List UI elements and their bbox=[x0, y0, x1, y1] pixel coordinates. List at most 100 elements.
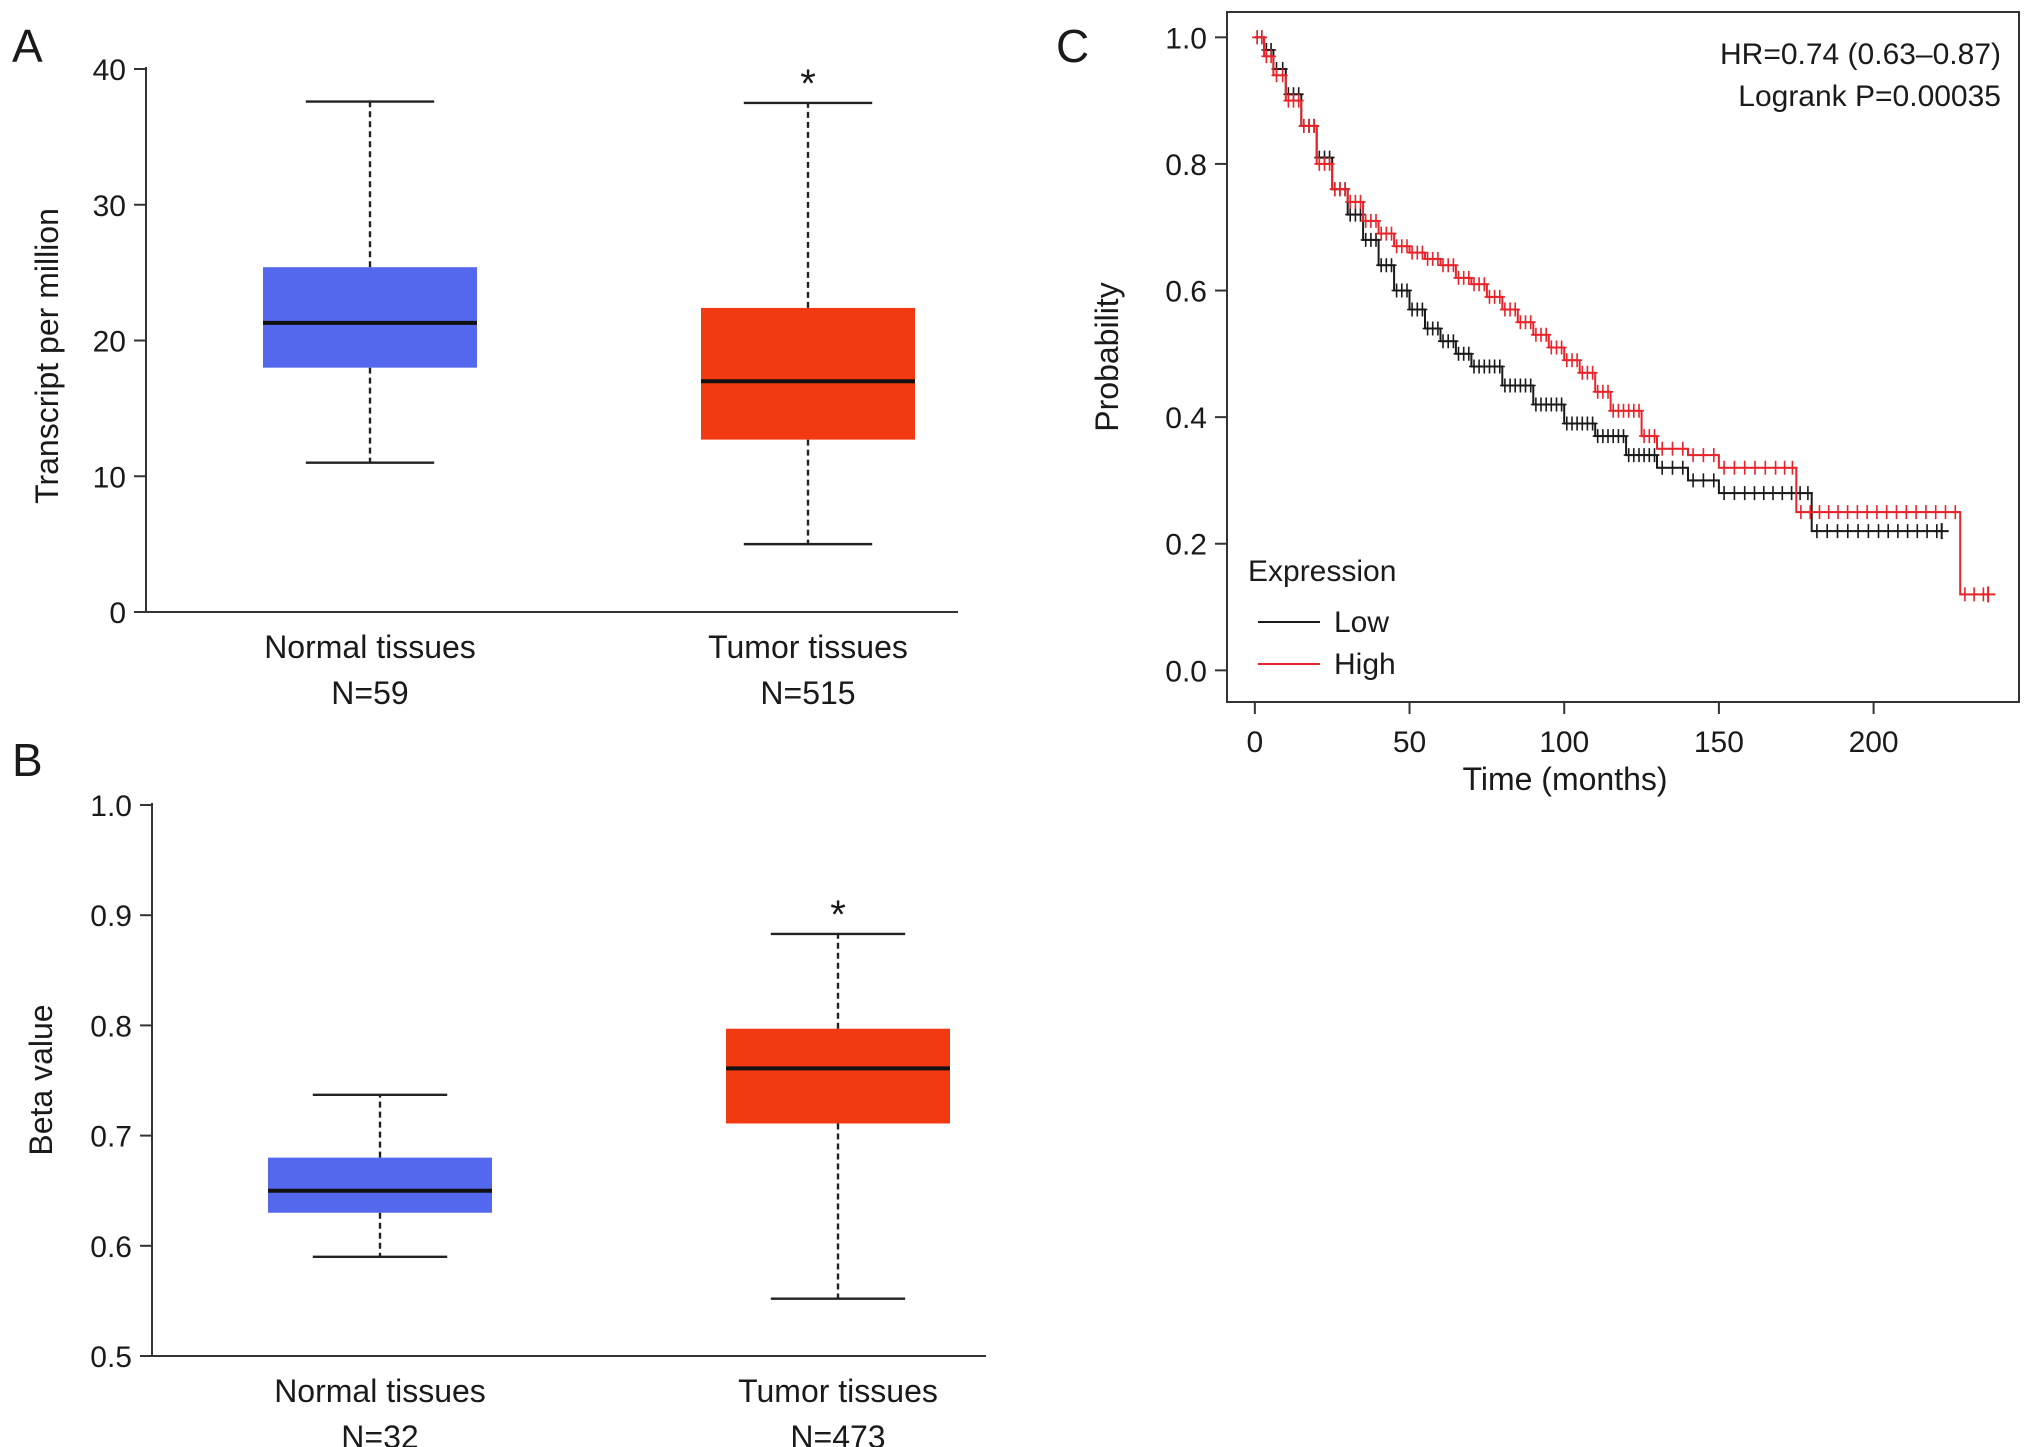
censor-mark bbox=[1309, 118, 1320, 133]
censor-mark bbox=[1510, 302, 1521, 317]
censor-mark bbox=[1912, 524, 1923, 539]
panel-a-y-tick-label: 10 bbox=[93, 461, 126, 494]
censor-mark bbox=[1667, 441, 1678, 456]
panel-a-y-axis-title: Transcript per million bbox=[29, 208, 65, 504]
censor-mark bbox=[1852, 505, 1863, 520]
censor-mark bbox=[1556, 397, 1567, 412]
panel-c-y-tick-label: 0.4 bbox=[1165, 402, 1207, 435]
censor-mark bbox=[1448, 258, 1459, 273]
censor-mark bbox=[1871, 505, 1882, 520]
censor-mark bbox=[1802, 486, 1813, 501]
censor-mark bbox=[1448, 334, 1459, 349]
panel-c-y-tick-label: 1.0 bbox=[1165, 22, 1207, 55]
panel-c-plot-frame bbox=[1226, 11, 2020, 703]
sample-size-label: N=59 bbox=[331, 675, 408, 711]
panel-c-x-tick-label: 100 bbox=[1539, 726, 1589, 759]
censor-mark bbox=[1823, 505, 1834, 520]
legend-title: Expression bbox=[1248, 555, 1396, 588]
censor-mark bbox=[1795, 505, 1806, 520]
box-iqr bbox=[701, 307, 915, 440]
censor-mark bbox=[1969, 587, 1980, 602]
panel-b-y-axis-title: Beta value bbox=[23, 1004, 59, 1155]
censor-mark bbox=[1777, 486, 1788, 501]
category-label: Tumor tissues bbox=[708, 629, 908, 665]
panel-c-y-axis-title: Probability bbox=[1089, 282, 1125, 431]
panel-c-x-tick-label: 200 bbox=[1849, 726, 1899, 759]
censor-mark bbox=[1417, 245, 1428, 260]
panel-letter-c: C bbox=[1056, 20, 1089, 72]
censor-mark bbox=[1863, 524, 1874, 539]
censor-mark bbox=[1417, 302, 1428, 317]
censor-mark bbox=[1677, 460, 1688, 475]
censor-mark bbox=[1950, 505, 1961, 520]
panel-a-y-tick-label: 40 bbox=[93, 54, 126, 87]
censor-mark bbox=[1911, 505, 1922, 520]
panel-a-y-tick-label: 0 bbox=[109, 597, 126, 630]
censor-mark bbox=[1739, 486, 1750, 501]
censor-mark bbox=[1402, 283, 1412, 298]
sample-size-label: N=515 bbox=[760, 675, 855, 711]
censor-mark bbox=[1719, 460, 1730, 475]
censor-mark bbox=[1556, 340, 1567, 355]
censor-mark bbox=[1657, 460, 1668, 475]
censor-mark bbox=[1805, 505, 1816, 520]
censor-mark bbox=[1688, 473, 1699, 488]
censor-mark bbox=[1541, 327, 1552, 342]
censor-mark bbox=[1587, 416, 1598, 431]
censor-mark bbox=[1324, 156, 1335, 171]
censor-mark bbox=[1256, 30, 1267, 45]
censor-mark bbox=[1862, 505, 1873, 520]
censor-mark bbox=[1842, 505, 1853, 520]
panel-a-y-tick-label: 20 bbox=[93, 326, 126, 359]
box-iqr bbox=[268, 1157, 492, 1213]
censor-mark bbox=[1940, 505, 1951, 520]
panel-b-y-tick-label: 1.0 bbox=[90, 790, 132, 823]
censor-mark bbox=[1786, 486, 1797, 501]
censor-mark bbox=[1930, 505, 1941, 520]
km-curve-high bbox=[1254, 36, 1989, 596]
censor-mark bbox=[1873, 524, 1884, 539]
censor-mark bbox=[1787, 460, 1798, 475]
censor-mark bbox=[1432, 251, 1443, 266]
censor-mark bbox=[1934, 523, 1949, 540]
censor-mark bbox=[1525, 378, 1536, 393]
censor-mark bbox=[1355, 194, 1366, 209]
censor-mark bbox=[1902, 524, 1913, 539]
panel-b-y-tick-label: 0.5 bbox=[90, 1341, 132, 1374]
censor-mark bbox=[1677, 441, 1688, 456]
censor-mark bbox=[1760, 460, 1771, 475]
censor-mark bbox=[1892, 524, 1903, 539]
censor-mark bbox=[1386, 258, 1397, 273]
legend-label-low: Low bbox=[1334, 606, 1389, 639]
panel-c-y-tick-label: 0.2 bbox=[1165, 529, 1207, 562]
category-label: Normal tissues bbox=[264, 629, 476, 665]
censor-mark bbox=[1811, 524, 1822, 539]
censor-mark bbox=[1618, 429, 1629, 444]
censor-mark bbox=[1293, 93, 1304, 108]
censor-mark bbox=[1729, 460, 1740, 475]
censor-mark bbox=[1981, 586, 1996, 603]
censor-mark bbox=[1822, 524, 1833, 539]
censor-mark bbox=[1719, 486, 1730, 501]
sample-size-label: N=473 bbox=[790, 1419, 885, 1447]
box-iqr bbox=[726, 1028, 950, 1124]
censor-mark bbox=[1770, 460, 1781, 475]
category-label: Normal tissues bbox=[274, 1373, 486, 1409]
panel-c-x-tick-label: 50 bbox=[1393, 726, 1426, 759]
panel-a-boxplot: Transcript per million 0 10 20 30 40 Normal t… bbox=[29, 54, 958, 711]
censor-mark bbox=[1833, 505, 1843, 520]
censor-mark bbox=[1920, 505, 1931, 520]
censor-mark bbox=[1340, 182, 1351, 197]
censor-mark bbox=[1667, 460, 1678, 475]
censor-mark bbox=[1881, 505, 1892, 520]
censor-mark bbox=[1688, 448, 1699, 463]
censor-mark bbox=[1698, 448, 1709, 463]
censor-mark bbox=[1901, 505, 1912, 520]
censor-mark bbox=[1603, 384, 1613, 399]
panel-c-y-tick-label: 0.6 bbox=[1165, 276, 1207, 309]
panel-b-y-tick-label: 0.7 bbox=[90, 1121, 132, 1154]
panel-a-y-tick-label: 30 bbox=[93, 190, 126, 223]
significance-marker: * bbox=[830, 893, 846, 937]
panel-c-y-tick-label: 0.0 bbox=[1165, 655, 1207, 688]
